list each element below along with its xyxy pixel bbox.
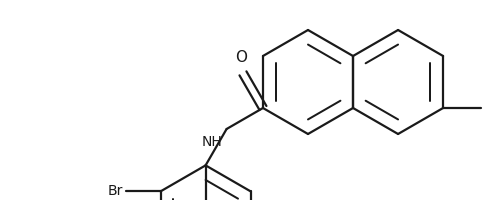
Text: O: O: [235, 50, 247, 65]
Text: Br: Br: [107, 184, 122, 198]
Text: NH: NH: [202, 135, 222, 149]
